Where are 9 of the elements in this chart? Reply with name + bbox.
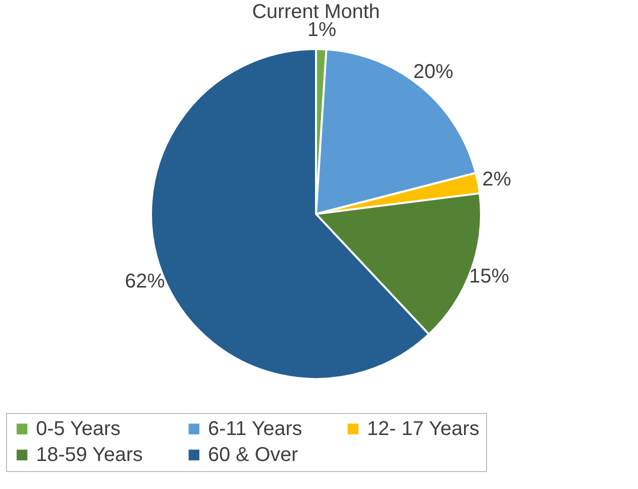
data-label: 62% [124,270,166,293]
legend-label: 60 & Over [208,444,298,466]
data-label: 15% [469,265,510,288]
data-label: 2% [482,168,512,191]
legend-label: 18-59 Years [36,444,143,466]
legend-label: 0-5 Years [36,418,121,440]
legend-label: 6-11 Years [208,418,302,440]
data-label: 20% [413,61,454,84]
legend-label: 12- 17 Years [367,418,480,440]
